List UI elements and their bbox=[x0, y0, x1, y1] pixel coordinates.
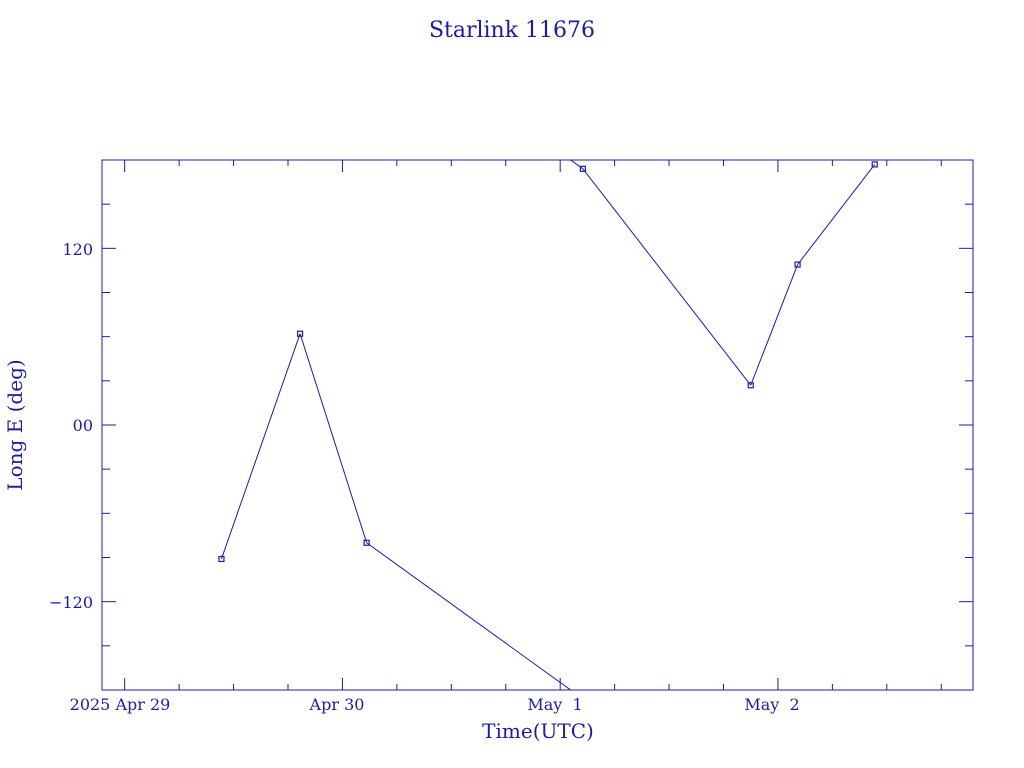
x-tick-label: May 1 bbox=[527, 695, 582, 714]
x-tick-label: 2025 Apr 29 bbox=[70, 695, 171, 714]
data-point bbox=[296, 330, 304, 337]
series-line-segment bbox=[299, 333, 368, 543]
x-tick-label: Apr 30 bbox=[309, 695, 365, 714]
series-line-segment bbox=[582, 168, 752, 386]
series-line-segment bbox=[797, 164, 876, 265]
y-axis-label: Long E (deg) bbox=[3, 359, 27, 490]
axis-ticks bbox=[102, 160, 973, 690]
series-line-segment bbox=[366, 542, 572, 690]
series-line-segment bbox=[750, 264, 799, 386]
data-point bbox=[363, 539, 370, 546]
data-point bbox=[747, 382, 754, 389]
y-tick-label: 00 bbox=[73, 416, 93, 435]
y-tick-label: 120 bbox=[62, 240, 93, 259]
data-point bbox=[794, 261, 801, 268]
data-series bbox=[218, 160, 878, 690]
x-tick-label: May 2 bbox=[744, 695, 799, 714]
data-point bbox=[579, 165, 586, 172]
data-point bbox=[871, 161, 878, 168]
plot-frame bbox=[101, 159, 974, 691]
chart-title: Starlink 11676 bbox=[429, 18, 595, 43]
y-tick-label: −120 bbox=[49, 593, 93, 612]
x-axis-label: Time(UTC) bbox=[482, 719, 594, 743]
x-tick-labels: 2025 Apr 29 Apr 30 May 1 May 2 bbox=[70, 695, 800, 714]
data-point bbox=[218, 555, 225, 563]
y-tick-labels: 120 00 −120 bbox=[49, 240, 93, 612]
series-line-segment bbox=[220, 333, 301, 560]
